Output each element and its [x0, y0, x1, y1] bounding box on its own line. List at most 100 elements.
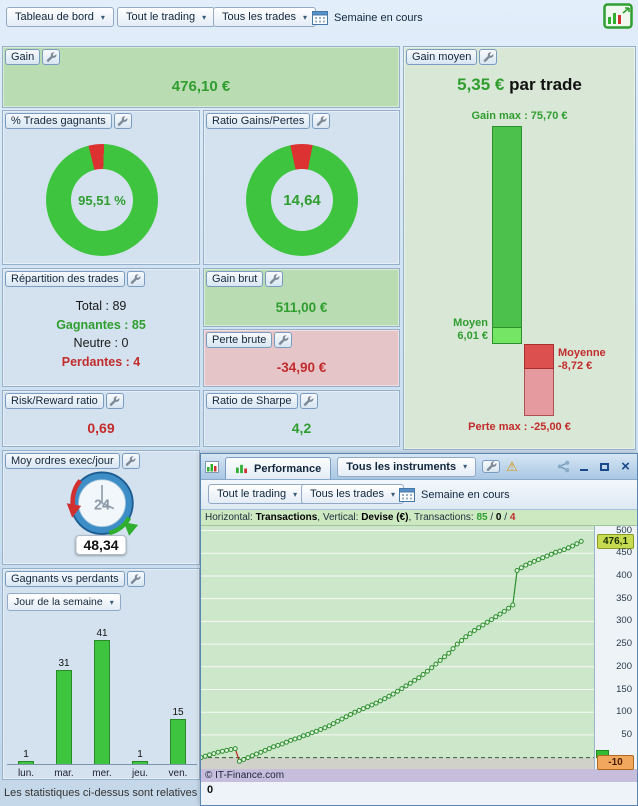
y-tick-label: 250 [616, 638, 632, 650]
wrench-icon[interactable] [126, 571, 145, 587]
y-tick-label: 450 [616, 547, 632, 559]
trades-filter-dropdown[interactable]: Tous les trades [301, 484, 404, 504]
day-bar [56, 670, 72, 764]
dashboard-type-dropdown[interactable]: Tableau de bord [6, 7, 114, 27]
clock-gauge-icon: 24 [64, 467, 140, 543]
current-value-badge: 476,1 [597, 534, 634, 550]
panel-win-loss-by-day-title: Gagnants vs perdants [5, 571, 125, 587]
gain-moyen-amount: 5,35 € [457, 75, 505, 94]
gauge-24-label: 24 [94, 498, 110, 514]
trades-filter-label: Tous les trades [310, 488, 384, 500]
period-label: Semaine en cours [334, 12, 423, 24]
panel-gain: Gain 476,10 € [2, 46, 400, 108]
bar-value-label: 15 [172, 707, 184, 718]
tab-performance[interactable]: Performance [225, 457, 332, 479]
equity-curve-chart[interactable] [201, 526, 594, 769]
main-toolbar: Tableau de bord Tout le trading Tous les… [0, 0, 638, 40]
y-tick-label: 50 [621, 728, 632, 740]
close-icon[interactable]: × [621, 458, 630, 475]
avg-gain-bar [492, 327, 522, 344]
wrench-icon[interactable] [299, 393, 318, 409]
y-tick-label: 150 [616, 683, 632, 695]
info-segment: / [487, 512, 496, 523]
x-axis-origin-label: 0 [207, 784, 214, 796]
wrench-icon[interactable] [482, 460, 501, 473]
x-axis: 0 [201, 782, 637, 805]
dashboard-type-label: Tableau de bord [15, 11, 94, 23]
trading-filter-label: Tout le trading [217, 488, 287, 500]
trades-filter-dropdown[interactable]: Tous les trades [213, 7, 316, 27]
wrench-icon[interactable] [265, 271, 284, 287]
warning-icon[interactable]: ⚠ [506, 459, 518, 474]
panel-repartition-title: Répartition des trades [5, 271, 125, 287]
wrench-icon[interactable] [42, 49, 61, 65]
trading-filter-label: Tout le trading [126, 11, 196, 23]
info-segment: Transactions: [414, 512, 477, 523]
calendar-icon[interactable] [312, 10, 328, 25]
day-label: jeu. [131, 768, 149, 779]
panel-win-rate: % Trades gagnants 95,51 % [2, 110, 200, 265]
panel-win-loss-by-day: Gagnants vs perdants Jour de la semaine … [2, 568, 200, 780]
y-tick-label: 500 [616, 524, 632, 536]
trading-filter-dropdown[interactable]: Tout le trading [117, 7, 216, 27]
gain-moyen-suffix: par trade [504, 75, 582, 94]
day-label: lun. [17, 768, 35, 779]
day-bar-column: 41 [83, 628, 121, 764]
panel-sharpe-title: Ratio de Sharpe [206, 393, 298, 409]
info-segment: 4 [509, 512, 516, 523]
loss-max-label: Perte max : -25,00 € [468, 421, 571, 433]
instruments-dropdown[interactable]: Tous les instruments [337, 456, 477, 477]
y-tick-label: 350 [616, 592, 632, 604]
panel-avg-orders: Moy ordres exec/jour 24 48,34 [2, 450, 200, 565]
calendar-icon[interactable] [399, 487, 415, 502]
day-bar-column: 15 [159, 707, 197, 764]
wrench-icon[interactable] [126, 271, 145, 287]
bar-value-label: 41 [96, 628, 108, 639]
risk-reward-value: 0,69 [87, 420, 115, 436]
day-bar-column: 1 [7, 749, 45, 764]
panel-gain-moyen-title: Gain moyen [406, 49, 478, 65]
wrench-icon[interactable] [105, 393, 124, 409]
share-icon[interactable] [557, 460, 570, 473]
wrench-icon[interactable] [479, 49, 498, 65]
performance-window-titlebar[interactable]: Performance Tous les instruments ⚠ × [201, 454, 637, 480]
repartition-row: Total : 89 [75, 299, 127, 313]
minimize-icon[interactable] [576, 459, 591, 474]
win-rate-value: 95,51 % [71, 169, 133, 231]
panel-perte-brute-title: Perte brute [206, 332, 273, 348]
panel-sharpe: Ratio de Sharpe 4,2 [203, 390, 400, 447]
day-bar-column: 31 [45, 658, 83, 764]
panel-gain-loss-ratio-title: Ratio Gains/Pertes [206, 113, 311, 129]
trading-filter-dropdown[interactable]: Tout le trading [208, 484, 307, 504]
wrench-icon[interactable] [274, 332, 293, 348]
day-labels-row: lun. mar. mer. jeu. ven. [7, 768, 197, 779]
info-segment: Devise (€) [361, 512, 409, 523]
chart-app-icon[interactable] [603, 3, 633, 29]
y-tick-label: 400 [616, 569, 632, 581]
win-rate-donut-chart: 95,51 % [46, 144, 158, 256]
wrench-icon[interactable] [113, 113, 132, 129]
info-segment: Transactions [255, 512, 318, 523]
maximize-icon[interactable] [597, 459, 612, 474]
panel-avg-orders-title: Moy ordres exec/jour [5, 453, 120, 469]
win-loss-bar-chart: 1 31 41 1 15 [7, 621, 197, 765]
info-segment: Horizontal: [205, 512, 256, 523]
y-tick-label: 100 [616, 706, 632, 718]
wrench-icon[interactable] [121, 453, 140, 469]
gain-brut-value: 511,00 € [275, 300, 328, 315]
trades-filter-label: Tous les trades [222, 11, 296, 23]
performance-window: Performance Tous les instruments ⚠ × Tou… [200, 453, 638, 806]
instruments-label: Tous les instruments [346, 460, 457, 473]
bar-value-label: 1 [137, 749, 143, 760]
panel-gain-loss-ratio: Ratio Gains/Pertes 14,64 [203, 110, 400, 265]
avg-loss-label: Moyenne -8,72 € [558, 347, 606, 372]
day-filter-dropdown[interactable]: Jour de la semaine [7, 593, 121, 611]
day-bar [18, 761, 34, 764]
bar-value-label: 31 [58, 658, 70, 669]
day-bar [94, 640, 110, 764]
info-segment: / [501, 512, 510, 523]
info-segment: Vertical: [322, 512, 362, 523]
day-bar-column: 1 [121, 749, 159, 764]
wrench-icon[interactable] [312, 113, 331, 129]
